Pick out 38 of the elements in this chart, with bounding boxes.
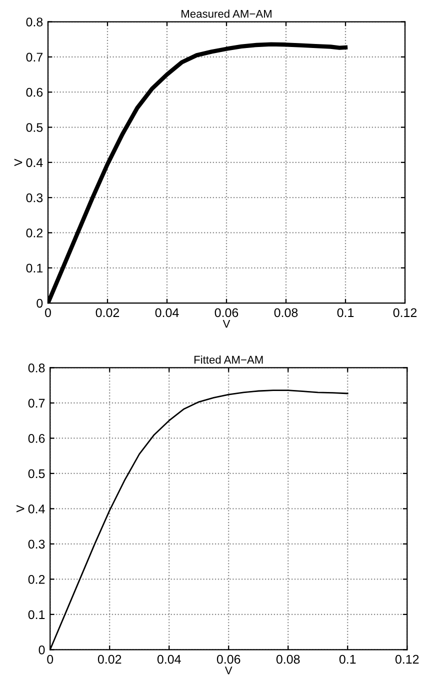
x-tick-label: 0.12 <box>393 308 417 318</box>
y-tick-label: 0.3 <box>28 540 45 549</box>
x-tick-label: 0.04 <box>155 308 179 318</box>
x-axis-title: V <box>222 320 230 328</box>
y-tick-label: 0.6 <box>26 88 43 97</box>
x-tick-label: 0.04 <box>157 654 181 664</box>
y-tick-label: 0.1 <box>28 610 45 620</box>
x-tick-label: 0.06 <box>216 654 240 664</box>
x-tick-label: 0 <box>47 654 54 664</box>
y-tick-label: 0.3 <box>26 193 43 202</box>
y-tick-label: 0.1 <box>26 264 43 273</box>
y-tick-label: 0.5 <box>26 123 43 132</box>
y-axis-title: V <box>16 505 24 512</box>
y-tick-label: 0.8 <box>28 364 45 372</box>
y-tick-label: 0.7 <box>28 398 45 408</box>
y-tick-label: 0.8 <box>26 18 43 26</box>
x-tick-label: 0.08 <box>274 308 298 318</box>
x-tick-label: 0 <box>45 308 51 318</box>
y-tick-label: 0.2 <box>26 228 43 238</box>
y-tick-label: 0.4 <box>26 158 43 168</box>
y-tick-label: 0 <box>36 298 43 308</box>
chart-title: Fitted AM−AM <box>194 356 263 364</box>
y-tick-label: 0.7 <box>26 52 43 62</box>
x-axis-title: V <box>224 666 232 674</box>
x-tick-label: 0.02 <box>96 308 120 318</box>
y-tick-label: 0.2 <box>28 574 45 584</box>
x-tick-label: 0.06 <box>214 308 238 318</box>
y-tick-label: 0 <box>38 645 45 654</box>
y-axis-title: V <box>14 158 22 166</box>
x-tick-label: 0.1 <box>337 308 354 318</box>
y-tick-label: 0.5 <box>28 469 45 478</box>
x-tick-label: 0.02 <box>98 654 122 664</box>
y-tick-label: 0.6 <box>28 434 45 443</box>
y-tick-label: 0.4 <box>28 504 45 514</box>
x-tick-label: 0.12 <box>395 654 419 664</box>
x-tick-label: 0.1 <box>339 654 356 664</box>
x-tick-label: 0.08 <box>276 654 300 664</box>
chart-title: Measured AM−AM <box>182 10 272 18</box>
